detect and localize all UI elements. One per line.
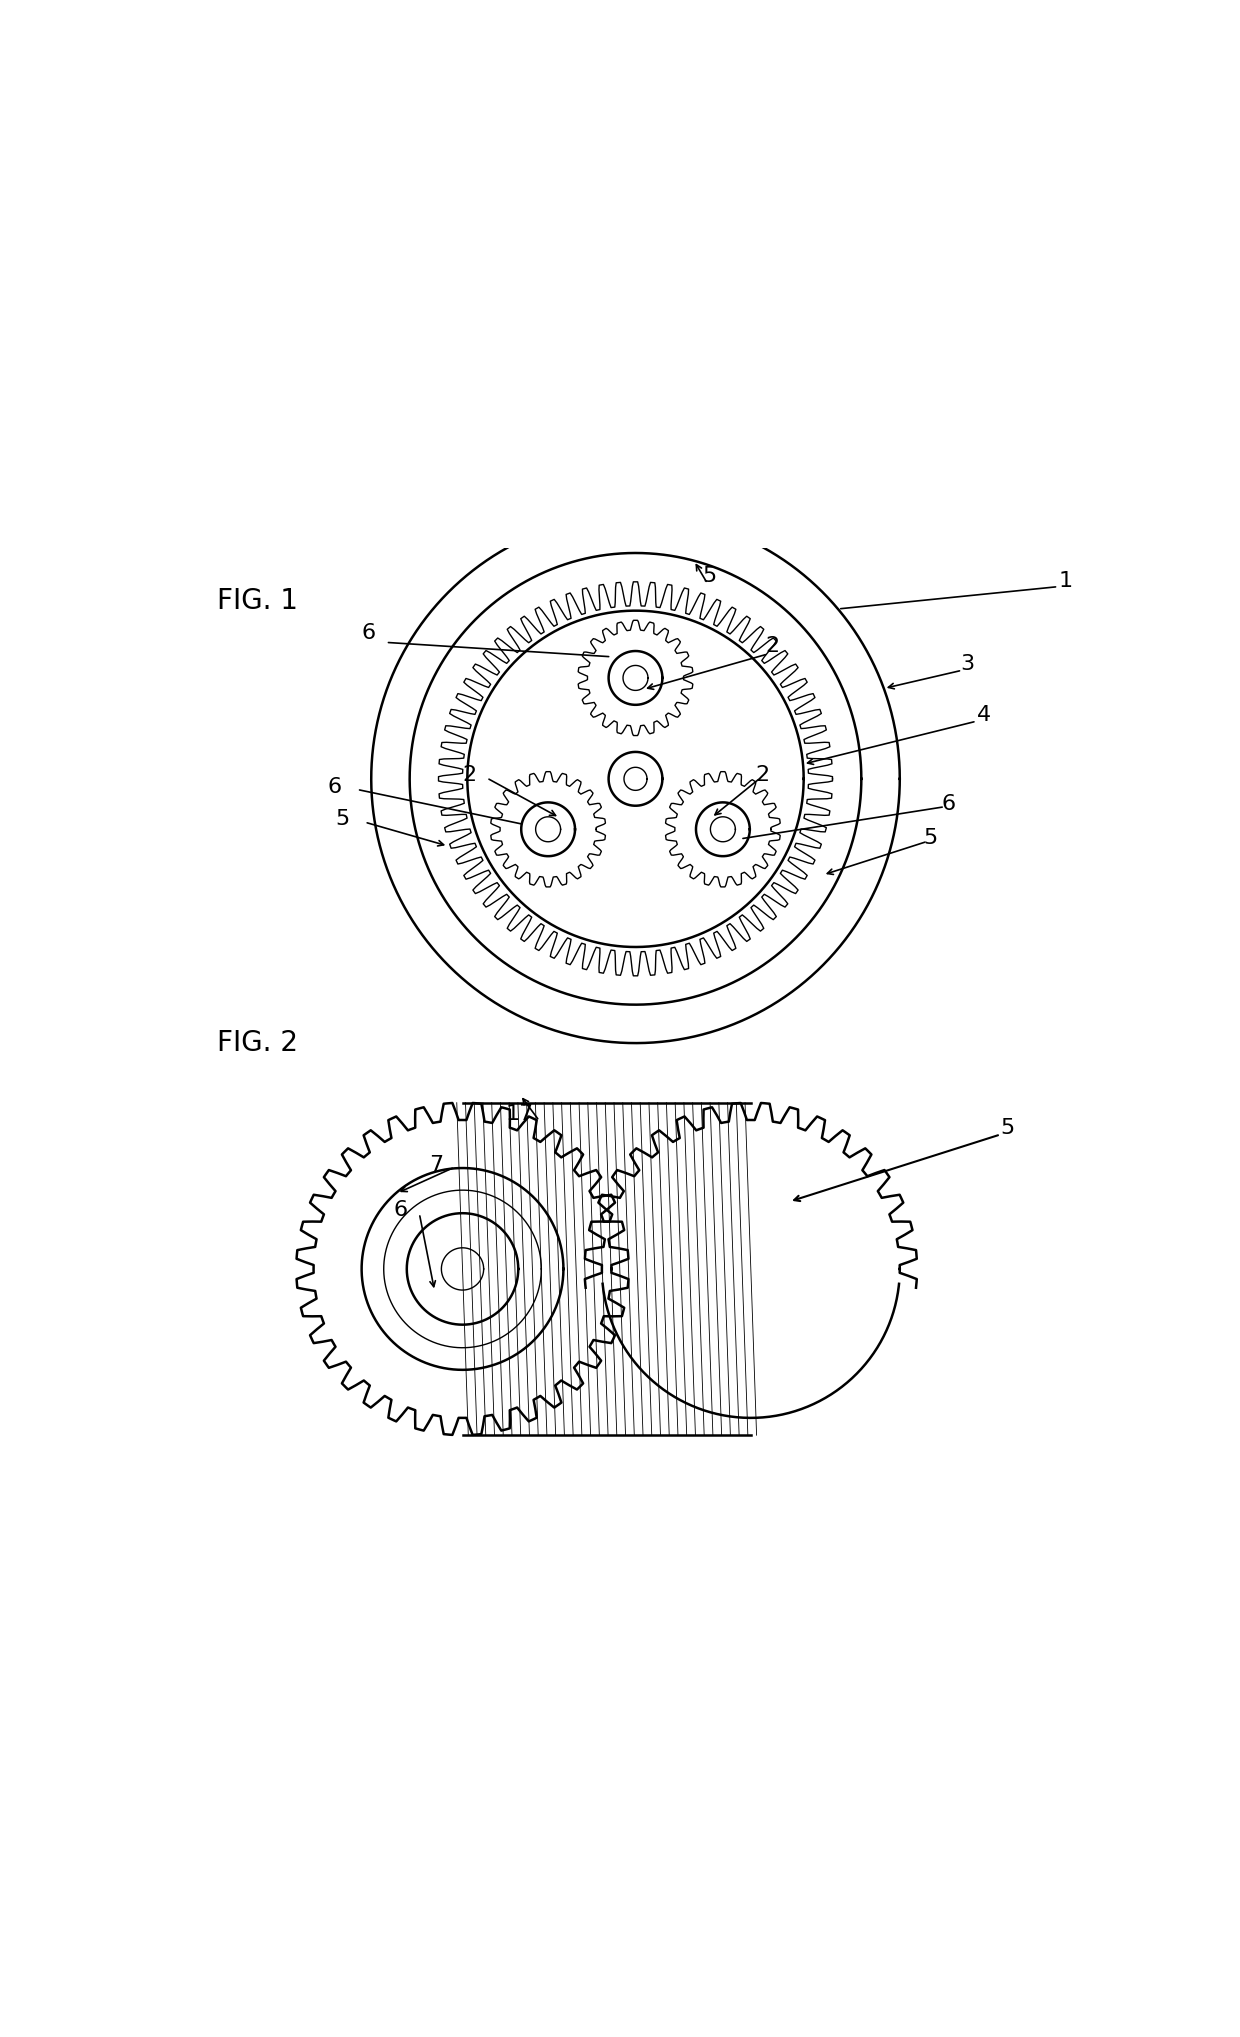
Text: FIG. 2: FIG. 2	[217, 1029, 299, 1057]
Text: 6: 6	[941, 794, 955, 813]
Text: 2: 2	[755, 764, 770, 784]
Text: 6: 6	[393, 1200, 408, 1220]
Text: 5: 5	[703, 566, 717, 587]
Text: 17: 17	[506, 1104, 534, 1124]
Text: 5: 5	[336, 809, 350, 829]
Text: 6: 6	[327, 778, 342, 796]
Text: 3: 3	[960, 654, 975, 674]
Text: 2: 2	[765, 636, 780, 656]
Text: 1: 1	[1058, 570, 1073, 591]
Text: 5: 5	[924, 829, 937, 847]
Text: 4: 4	[977, 705, 991, 725]
Text: 6: 6	[362, 623, 376, 644]
Text: FIG. 1: FIG. 1	[217, 587, 299, 615]
Text: 2: 2	[463, 764, 476, 784]
Text: 7: 7	[429, 1155, 443, 1175]
Text: 5: 5	[1001, 1118, 1014, 1139]
